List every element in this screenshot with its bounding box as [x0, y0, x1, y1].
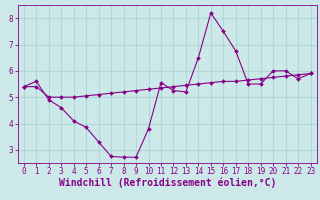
X-axis label: Windchill (Refroidissement éolien,°C): Windchill (Refroidissement éolien,°C) [59, 178, 276, 188]
